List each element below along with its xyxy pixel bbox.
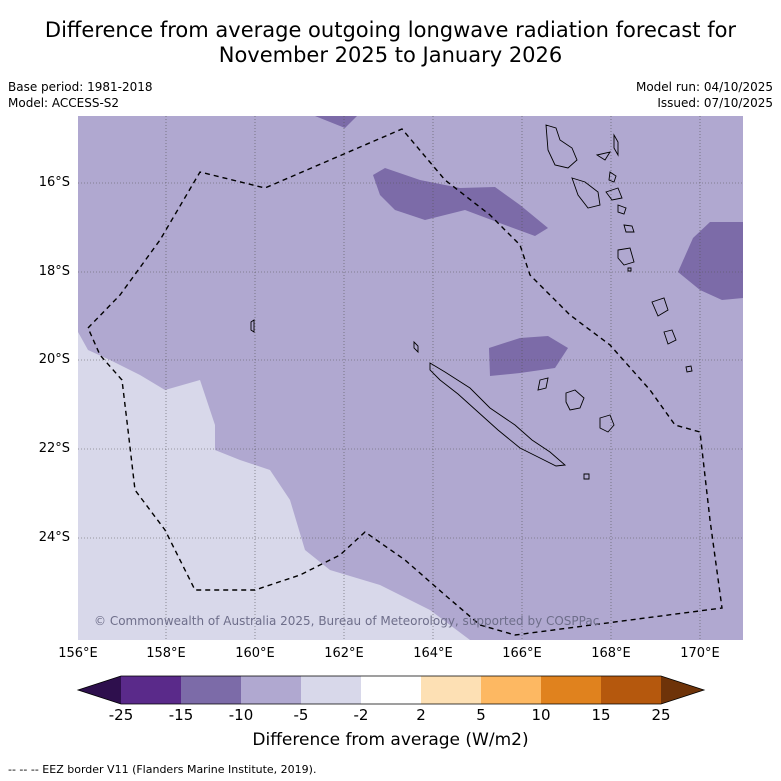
lon-label-160e: 160°E — [235, 646, 275, 661]
base-period: Base period: 1981-2018 — [8, 80, 153, 94]
islands — [250, 124, 693, 480]
colorbar-bin-7 — [481, 676, 541, 704]
island-hunter — [651, 297, 669, 317]
island-belep — [413, 340, 419, 354]
lon-label-164e: 164°E — [413, 646, 453, 661]
lon-label-156e: 156°E — [58, 646, 98, 661]
island-walpole — [685, 365, 693, 373]
colorbar-tick-8: 10 — [531, 706, 551, 724]
colorbar — [76, 675, 706, 705]
graticule — [78, 116, 743, 640]
anomaly-patch-central-north — [373, 168, 548, 236]
chart-title: Difference from average outgoing longwav… — [0, 18, 781, 68]
title-line-1: Difference from average outgoing longwav… — [44, 18, 737, 42]
island-pines — [583, 473, 590, 480]
colorbar-bin-1 — [121, 676, 181, 704]
colorbar-bin-5 — [361, 676, 421, 704]
colorbar-bin-8 — [541, 676, 601, 704]
colorbar-tick-4: -5 — [293, 706, 309, 724]
eez-border — [87, 128, 723, 636]
colorbar-tick-10: 25 — [651, 706, 671, 724]
model-name: Model: ACCESS-S2 — [8, 96, 120, 110]
anomaly-patch-north — [315, 116, 357, 128]
anomaly-patch-loyalty — [489, 336, 568, 376]
colorbar-bin-6 — [421, 676, 481, 704]
map-content — [78, 116, 743, 640]
colorbar-tick-1: -25 — [108, 706, 134, 724]
colorbar-tick-6: 2 — [416, 706, 426, 724]
colorbar-bin-9 — [601, 676, 661, 704]
island-efate — [617, 204, 627, 215]
island-epi — [605, 187, 623, 201]
model-run: Model run: 04/10/2025 — [635, 80, 773, 94]
island-tanna — [617, 247, 635, 266]
island-malekula — [571, 177, 601, 209]
colorbar-under — [78, 676, 121, 704]
lat-label-22s: 22°S — [38, 441, 70, 456]
lon-label-162e: 162°E — [324, 646, 364, 661]
island-aneityum — [627, 267, 632, 272]
island-pentecost — [608, 171, 617, 183]
colorbar-label: Difference from average (W/m2) — [252, 730, 529, 750]
colorbar-bin-2 — [181, 676, 241, 704]
colorbar-bin-3 — [241, 676, 301, 704]
lon-label-168e: 168°E — [591, 646, 631, 661]
lon-label-158e: 158°E — [146, 646, 186, 661]
colorbar-tick-3: -10 — [228, 706, 254, 724]
island-matthew — [663, 329, 677, 345]
lon-label-170e: 170°E — [680, 646, 720, 661]
island-maewo — [613, 133, 619, 157]
colorbar-tick-7: 5 — [476, 706, 486, 724]
island-chesterfield — [250, 319, 255, 333]
eez-legend-footer: -- -- -- EEZ border V11 (Flanders Marine… — [8, 763, 317, 776]
island-mare — [599, 414, 615, 433]
island-ambae — [595, 151, 611, 161]
anomaly-patch-east — [678, 222, 743, 300]
island-ouvea — [537, 377, 549, 391]
meta-left: Base period: 1981-2018 Model: ACCESS-S2 — [8, 79, 153, 111]
island-new-caledonia — [429, 362, 567, 467]
colorbar-tick-2: -15 — [168, 706, 194, 724]
lat-label-16s: 16°S — [38, 175, 70, 190]
colorbar-bin-4 — [301, 676, 361, 704]
issued-date: Issued: 07/10/2025 — [657, 96, 773, 110]
island-espiritu-santo — [545, 124, 578, 169]
lat-label-24s: 24°S — [38, 530, 70, 545]
anomaly-region-light — [78, 332, 470, 640]
island-erromango — [623, 224, 635, 233]
meta-right: Model run: 04/10/2025 Issued: 07/10/2025 — [636, 79, 773, 111]
lat-label-20s: 20°S — [38, 352, 70, 367]
colorbar-over — [661, 676, 704, 704]
title-line-2: November 2025 to January 2026 — [218, 43, 563, 67]
colorbar-tick-5: -2 — [353, 706, 369, 724]
copyright-credit: © Commonwealth of Australia 2025, Bureau… — [94, 614, 600, 628]
island-lifou — [565, 389, 585, 411]
lon-label-166e: 166°E — [502, 646, 542, 661]
colorbar-outline — [76, 675, 706, 705]
lat-label-18s: 18°S — [38, 264, 70, 279]
colorbar-tick-9: 15 — [591, 706, 611, 724]
